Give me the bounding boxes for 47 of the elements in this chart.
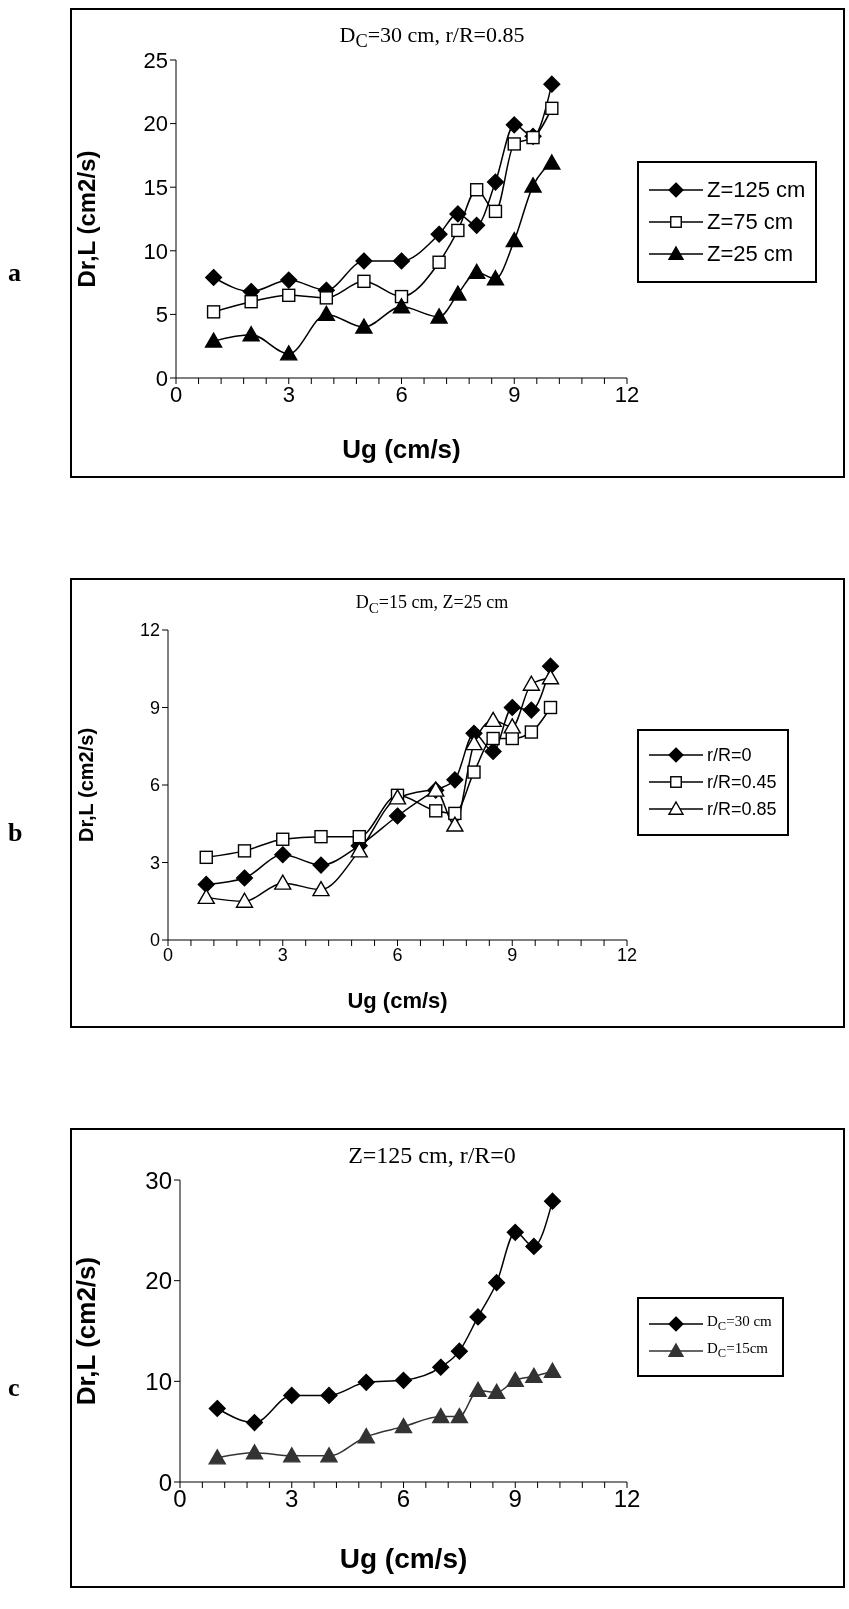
legend-label: r/R=0.85	[707, 798, 777, 820]
x-axis-title: Ug (cm/s)	[342, 434, 461, 464]
x-axis-title: Ug (cm/s)	[347, 988, 448, 1013]
y-tick-label: 12	[139, 620, 160, 641]
legend-label: D$_{C}$=30 cm	[707, 1313, 772, 1334]
y-tick-label: 6	[149, 775, 160, 796]
y-tick-label: 10	[145, 1367, 172, 1395]
x-tick-label: 6	[395, 381, 408, 407]
text: c	[8, 1373, 20, 1402]
x-tick-label: 12	[616, 944, 638, 965]
y-axis-title: Dr,L (cm2/s)	[71, 1256, 102, 1406]
x-tick-label: 3	[282, 381, 295, 407]
y-tick-label: 20	[145, 1267, 172, 1295]
text: a	[8, 258, 21, 287]
x-tick-label: 6	[392, 944, 403, 965]
x-tick-label: 3	[277, 944, 288, 965]
y-tick-label: 9	[149, 697, 160, 718]
y-tick-label: 20	[143, 111, 168, 137]
y-tick-label: 10	[143, 238, 168, 264]
chart-title: D$_{C}$=15 cm, Z=25 cm	[354, 592, 510, 617]
y-axis-title: Dr,L (cm2/s)	[75, 727, 98, 843]
y-tick-label: 5	[155, 302, 168, 328]
y-tick-label: 0	[155, 365, 168, 391]
x-axis-title: Ug (cm/s)	[339, 1543, 468, 1574]
legend-label: Z=75 cm	[707, 209, 794, 235]
y-tick-label: 15	[143, 175, 168, 201]
text: b	[8, 818, 23, 847]
legend-label: r/R=0	[707, 744, 752, 766]
x-tick-label: 6	[396, 1485, 411, 1513]
x-tick-label: 9	[508, 1485, 522, 1513]
y-tick-label: 3	[149, 852, 160, 873]
x-tick-label: 9	[508, 381, 521, 407]
legend-label: Z=25 cm	[707, 241, 794, 267]
x-tick-label: 3	[285, 1485, 299, 1513]
y-tick-label: 0	[149, 930, 160, 951]
x-tick-label: 12	[613, 1485, 641, 1513]
legend-label: D$_{C}$=15cm	[707, 1340, 768, 1361]
y-tick-label: 0	[158, 1468, 172, 1496]
legend-label: r/R=0.45	[707, 771, 777, 793]
chart-title: D$_{C}$=30 cm, r/R=0.85	[338, 22, 526, 53]
y-tick-label: 25	[143, 47, 168, 73]
y-tick-label: 30	[145, 1166, 172, 1194]
chart-title: Z=125 cm, r/R=0	[347, 1142, 517, 1169]
x-tick-label: 9	[507, 944, 518, 965]
y-axis-title: Dr,L (cm2/s)	[72, 150, 100, 288]
x-tick-label: 12	[614, 381, 640, 407]
legend-label: Z=125 cm	[707, 177, 806, 203]
